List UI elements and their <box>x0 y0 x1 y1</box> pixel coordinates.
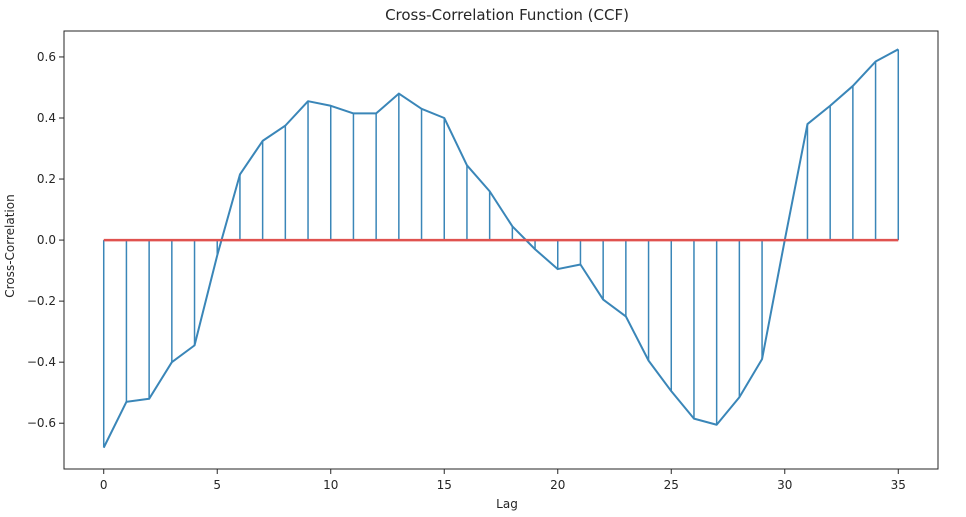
y-axis-ticks: −0.6 −0.4 −0.2 0.0 0.2 0.4 0.6 <box>27 50 64 430</box>
y-tick-label: 0.2 <box>37 172 56 186</box>
y-tick-label: −0.2 <box>27 294 56 308</box>
y-axis-label: Cross-Correlation <box>3 194 17 297</box>
axes-frame <box>63 30 939 470</box>
x-tick-label: 30 <box>777 478 792 492</box>
series-line <box>102 48 899 449</box>
x-tick-label: 15 <box>437 478 452 492</box>
plot-area <box>63 30 939 470</box>
chart-title: Cross-Correlation Function (CCF) <box>385 6 629 24</box>
x-tick-label: 0 <box>100 478 108 492</box>
x-tick-label: 5 <box>213 478 221 492</box>
y-tick-label: 0.0 <box>37 233 56 247</box>
x-tick-label: 35 <box>891 478 906 492</box>
x-tick-label: 20 <box>550 478 565 492</box>
x-tick-label: 25 <box>664 478 679 492</box>
y-tick-label: −0.4 <box>27 355 56 369</box>
y-tick-label: 0.4 <box>37 111 56 125</box>
y-tick-label: 0.6 <box>37 50 56 64</box>
x-axis-ticks: 0 5 10 15 20 25 30 35 <box>100 469 906 492</box>
y-tick-label: −0.6 <box>27 416 56 430</box>
x-tick-label: 10 <box>323 478 338 492</box>
x-axis-label: Lag <box>496 497 518 511</box>
